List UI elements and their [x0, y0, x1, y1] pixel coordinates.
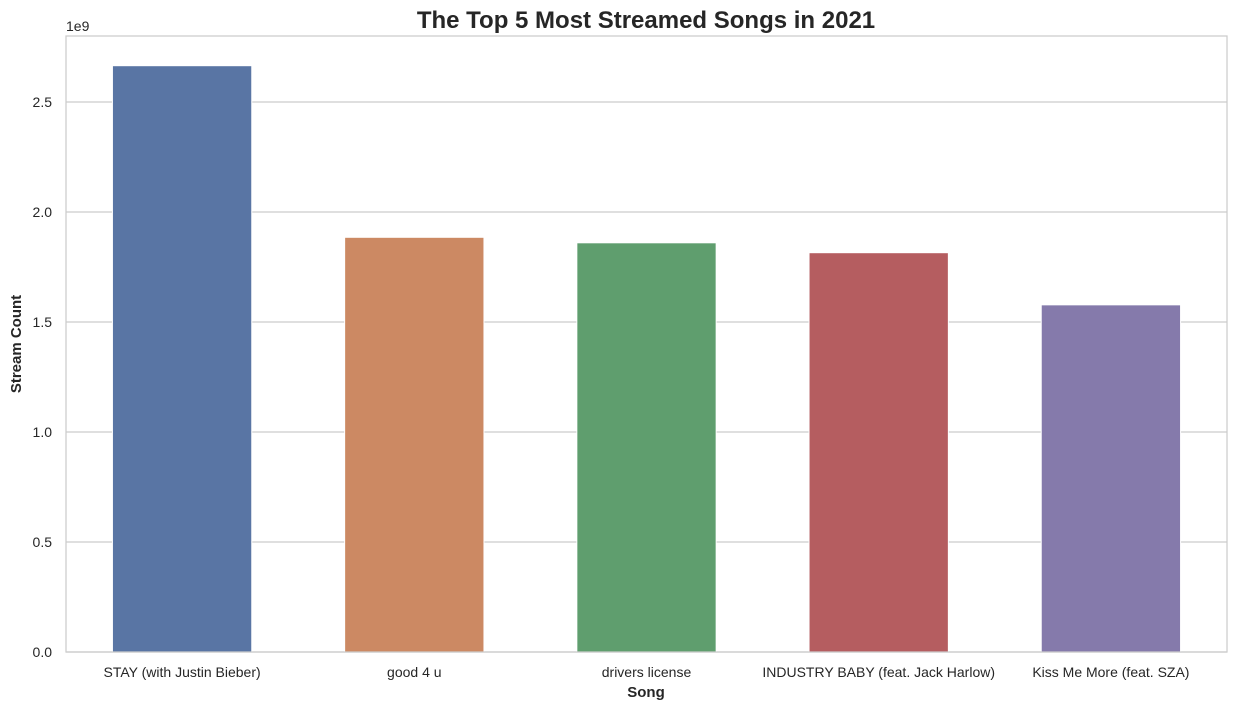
- bar-2: [576, 242, 717, 653]
- y-tick-label: 0.5: [33, 534, 53, 550]
- bars: [111, 65, 1182, 653]
- x-tick-label: drivers license: [602, 664, 692, 680]
- plot-frame: [65, 35, 1228, 653]
- y-tick-label: 2.5: [33, 94, 53, 110]
- x-tick-label: STAY (with Justin Bieber): [104, 664, 261, 680]
- chart-title: The Top 5 Most Streamed Songs in 2021: [417, 7, 875, 34]
- y-offset-label: 1e9: [66, 18, 90, 34]
- x-tick-label: INDUSTRY BABY (feat. Jack Harlow): [762, 664, 995, 680]
- y-tick-label: 0.0: [33, 644, 53, 660]
- bar-4: [1040, 304, 1182, 653]
- y-tick-label: 1.5: [33, 314, 53, 330]
- y-tick-labels: 0.0 0.5 1.0 1.5 2.0 2.5: [33, 94, 53, 660]
- y-tick-label: 2.0: [33, 204, 53, 220]
- x-tick-labels: STAY (with Justin Bieber) good 4 u drivers…: [104, 664, 1190, 680]
- y-axis-label: Stream Count: [8, 295, 25, 393]
- x-axis-label: Song: [627, 684, 665, 701]
- bar-0: [111, 65, 253, 653]
- x-tick-label: good 4 u: [387, 664, 442, 680]
- bar-1: [344, 236, 485, 653]
- y-tick-label: 1.0: [33, 424, 53, 440]
- bar-3: [808, 252, 949, 653]
- x-tick-label: Kiss Me More (feat. SZA): [1032, 664, 1189, 680]
